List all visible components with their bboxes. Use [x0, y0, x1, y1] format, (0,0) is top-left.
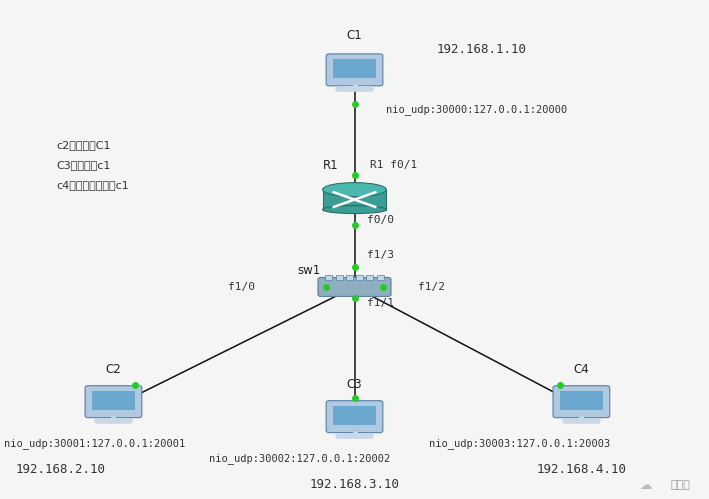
Text: C3可以访问c1: C3可以访问c1 — [57, 160, 111, 170]
Text: f1/2: f1/2 — [418, 282, 445, 292]
Text: 亿速云: 亿速云 — [670, 480, 690, 490]
FancyBboxPatch shape — [553, 386, 610, 418]
Text: nio_udp:30000:127.0.0.1:20000: nio_udp:30000:127.0.0.1:20000 — [386, 104, 568, 115]
Ellipse shape — [323, 206, 386, 214]
Text: nio_udp:30002:127.0.0.1:20002: nio_udp:30002:127.0.0.1:20002 — [209, 453, 391, 464]
Text: ☁: ☁ — [639, 479, 652, 492]
Text: 192.168.4.10: 192.168.4.10 — [537, 463, 626, 476]
Text: f1/1: f1/1 — [367, 298, 394, 308]
FancyBboxPatch shape — [356, 275, 363, 280]
FancyBboxPatch shape — [85, 386, 142, 418]
Text: f1/3: f1/3 — [367, 250, 394, 260]
Ellipse shape — [323, 183, 386, 197]
FancyBboxPatch shape — [335, 275, 342, 280]
Text: 192.168.1.10: 192.168.1.10 — [436, 43, 526, 56]
FancyBboxPatch shape — [333, 59, 376, 78]
Text: c4后添加不可访问c1: c4后添加不可访问c1 — [57, 180, 130, 190]
Text: nio_udp:30001:127.0.0.1:20001: nio_udp:30001:127.0.0.1:20001 — [4, 438, 185, 449]
Text: sw1: sw1 — [297, 264, 320, 277]
FancyBboxPatch shape — [326, 54, 383, 86]
FancyBboxPatch shape — [346, 275, 353, 280]
Text: c2不可访问C1: c2不可访问C1 — [57, 140, 111, 150]
FancyBboxPatch shape — [325, 275, 333, 280]
FancyBboxPatch shape — [92, 391, 135, 410]
Text: f1/0: f1/0 — [228, 282, 255, 292]
FancyBboxPatch shape — [376, 275, 384, 280]
Text: 192.168.2.10: 192.168.2.10 — [16, 463, 105, 476]
Text: R1: R1 — [323, 159, 338, 172]
Text: C3: C3 — [347, 378, 362, 391]
FancyBboxPatch shape — [318, 277, 391, 296]
Text: nio_udp:30003:127.0.0.1:20003: nio_udp:30003:127.0.0.1:20003 — [429, 438, 610, 449]
Text: 192.168.3.10: 192.168.3.10 — [310, 478, 399, 491]
FancyBboxPatch shape — [323, 190, 386, 210]
Text: R1 f0/1: R1 f0/1 — [370, 160, 418, 170]
Text: C2: C2 — [106, 363, 121, 376]
FancyBboxPatch shape — [326, 401, 383, 433]
FancyBboxPatch shape — [333, 406, 376, 425]
FancyBboxPatch shape — [560, 391, 603, 410]
Text: C4: C4 — [574, 363, 589, 376]
Text: f0/0: f0/0 — [367, 215, 394, 225]
Text: C1: C1 — [347, 29, 362, 42]
FancyBboxPatch shape — [367, 275, 374, 280]
